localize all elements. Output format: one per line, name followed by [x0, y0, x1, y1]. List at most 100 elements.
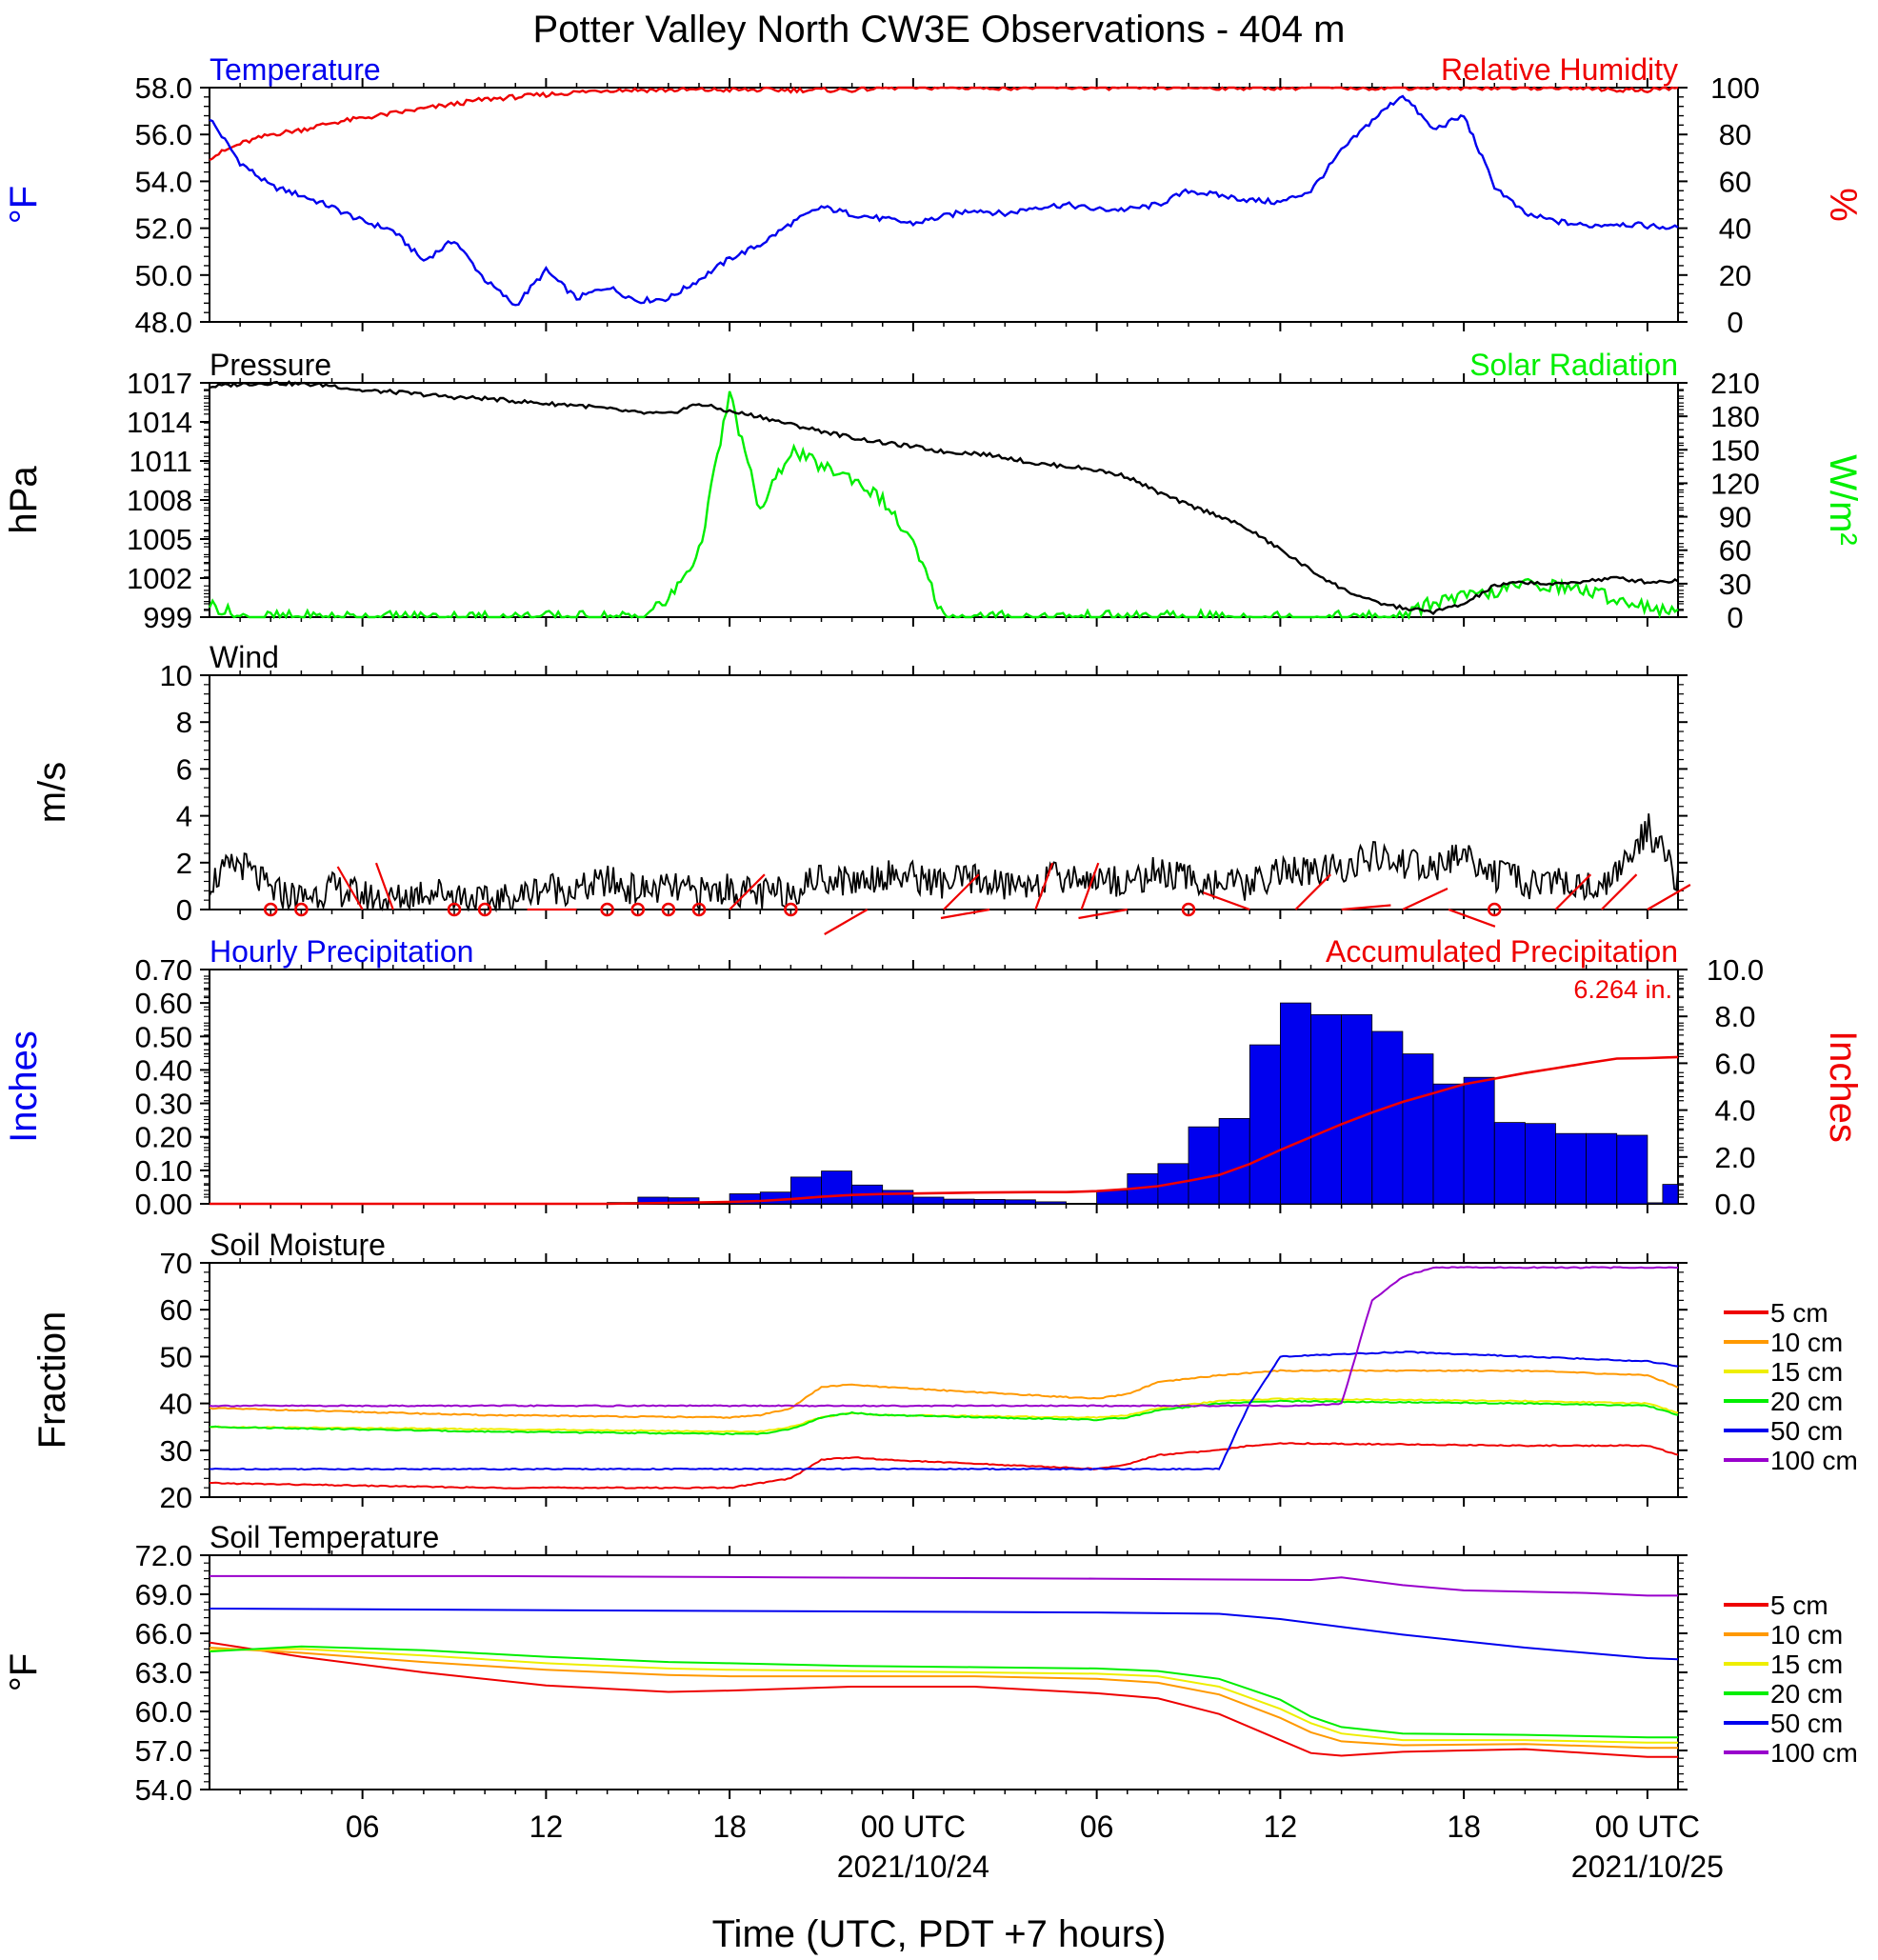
panel-precip: 0.000.100.200.300.400.500.600.70 0.0 2.0 4.… [3, 934, 1864, 1221]
y-tick-label: 0 [176, 893, 192, 927]
y-tick-label: 0.20 [135, 1121, 192, 1154]
temperature-line [209, 94, 1679, 307]
panel-wind: 0 2 4 6 8 10 Wind m/s [31, 640, 1691, 935]
y-tick-label: 1005 [127, 523, 192, 556]
y-tick-label: 0.50 [135, 1020, 192, 1053]
legend-label: 20 cm [1770, 1679, 1843, 1709]
y-tick-label: 58.0 [135, 71, 192, 105]
soil-moisture-line [209, 1369, 1679, 1419]
precip-bar [1280, 1002, 1311, 1205]
x-tick-label: 06 [346, 1810, 380, 1844]
plot-frame [209, 382, 1679, 618]
precip-bar [1157, 1163, 1189, 1205]
wind-barb [1034, 862, 1054, 910]
y-tick-label: 52.0 [135, 212, 192, 246]
precip-bar [973, 1199, 1006, 1205]
legend-label: 5 cm [1770, 1590, 1828, 1620]
precip-bar [759, 1191, 791, 1205]
y-tick-label: 30 [160, 1434, 192, 1468]
legend-label: 15 cm [1770, 1357, 1843, 1387]
y-tick-label: 40 [160, 1388, 192, 1421]
precip-bar [821, 1170, 852, 1205]
wind-barb-calm [1181, 902, 1196, 917]
wind-barb [1448, 908, 1496, 928]
y-axis-label: Fraction [31, 1311, 73, 1450]
wind-barb-calm [294, 902, 309, 917]
precip-bar [1310, 1014, 1342, 1205]
wind-barb [1341, 904, 1391, 911]
precip-bar [1188, 1126, 1220, 1205]
wind-barb-calm [447, 902, 462, 917]
precip-bar [912, 1196, 945, 1205]
legend-label: 50 cm [1770, 1416, 1843, 1446]
precip-bar [1525, 1123, 1556, 1205]
y-tick-label: 48.0 [135, 306, 192, 339]
panel-title-left: Soil Moisture [210, 1228, 386, 1262]
plot-frame [209, 87, 1679, 323]
y-tick-label: 0.30 [135, 1088, 192, 1121]
wind-barb [824, 909, 869, 935]
y-tick-label: 0.10 [135, 1154, 192, 1188]
wind-barb [729, 873, 766, 910]
panel-title-left: Wind [210, 640, 279, 674]
wind-barb-calm [691, 902, 707, 917]
legend-label: 20 cm [1770, 1387, 1843, 1416]
y-axis-label: Inches [3, 1030, 45, 1143]
y2-tick-label: 60 [1719, 165, 1751, 198]
precip-bar [1432, 1083, 1465, 1205]
legend-label: 15 cm [1770, 1650, 1843, 1679]
y2-tick-label: 2.0 [1714, 1141, 1755, 1174]
panel-title-right: Solar Radiation [1469, 348, 1678, 382]
y-tick-label: 56.0 [135, 118, 192, 151]
y-tick-label: 60.0 [135, 1695, 192, 1729]
precip-bar [1096, 1190, 1129, 1205]
panel-title-left: Temperature [210, 52, 381, 87]
y-axis-label: hPa [3, 466, 45, 534]
y2-tick-label: 4.0 [1714, 1094, 1755, 1128]
y-tick-label: 72.0 [135, 1539, 192, 1572]
y-tick-label: 999 [143, 601, 192, 634]
precip-bar [1218, 1118, 1250, 1205]
y2-tick-label: 210 [1710, 367, 1760, 400]
soil-moisture-line [210, 1442, 1679, 1490]
x-axis: 06 12 18 00 UTC 2021/10/24 06 12 18 00 UTC 2021/1… [346, 1810, 1724, 1884]
precip-bar [1586, 1132, 1618, 1205]
precip-bar [1463, 1076, 1495, 1205]
accumulated-total-label: 6.264 in. [1573, 975, 1672, 1004]
soil-temperature-line [209, 1648, 1678, 1744]
wind-barb [374, 862, 394, 910]
wind-barb-calm [263, 902, 278, 917]
y-tick-label: 2 [176, 847, 192, 880]
x-date-label: 2021/10/24 [837, 1850, 989, 1884]
y2-tick-label: 60 [1719, 534, 1751, 568]
wind-barb-calm [1487, 902, 1502, 917]
panel-soilm: 20 30 40 50 60 70 Soil Moisture Fraction 5 cm10 … [31, 1228, 1858, 1514]
y-tick-label: 70 [160, 1247, 192, 1280]
y-tick-label: 50.0 [135, 259, 192, 292]
panel-title-right: Accumulated Precipitation [1326, 934, 1678, 969]
y-tick-label: 8 [176, 706, 192, 739]
y-tick-label: 57.0 [135, 1734, 192, 1768]
precip-bar [1616, 1134, 1648, 1205]
precip-bar [1402, 1053, 1434, 1205]
soil-moisture-line [210, 1350, 1679, 1471]
x-axis-title: Time (UTC, PDT +7 hours) [712, 1913, 1167, 1955]
y-tick-label: 4 [176, 800, 192, 833]
y-tick-label: 0.40 [135, 1053, 192, 1087]
y-tick-label: 1002 [127, 562, 192, 595]
wind-barb [1647, 884, 1691, 910]
y-tick-label: 1008 [127, 484, 192, 517]
wind-barb [1402, 888, 1448, 910]
legend-label: 10 cm [1770, 1328, 1843, 1357]
x-tick-label: 00 UTC [1595, 1810, 1700, 1844]
y-tick-label: 0.70 [135, 953, 192, 987]
y2-tick-label: 20 [1719, 259, 1751, 292]
y2-tick-label: 90 [1719, 501, 1751, 534]
y-tick-label: 66.0 [135, 1617, 192, 1650]
y-tick-label: 6 [176, 752, 192, 786]
legend-label: 50 cm [1770, 1709, 1843, 1738]
precip-bar [1004, 1199, 1036, 1205]
y-tick-label: 50 [160, 1340, 192, 1373]
